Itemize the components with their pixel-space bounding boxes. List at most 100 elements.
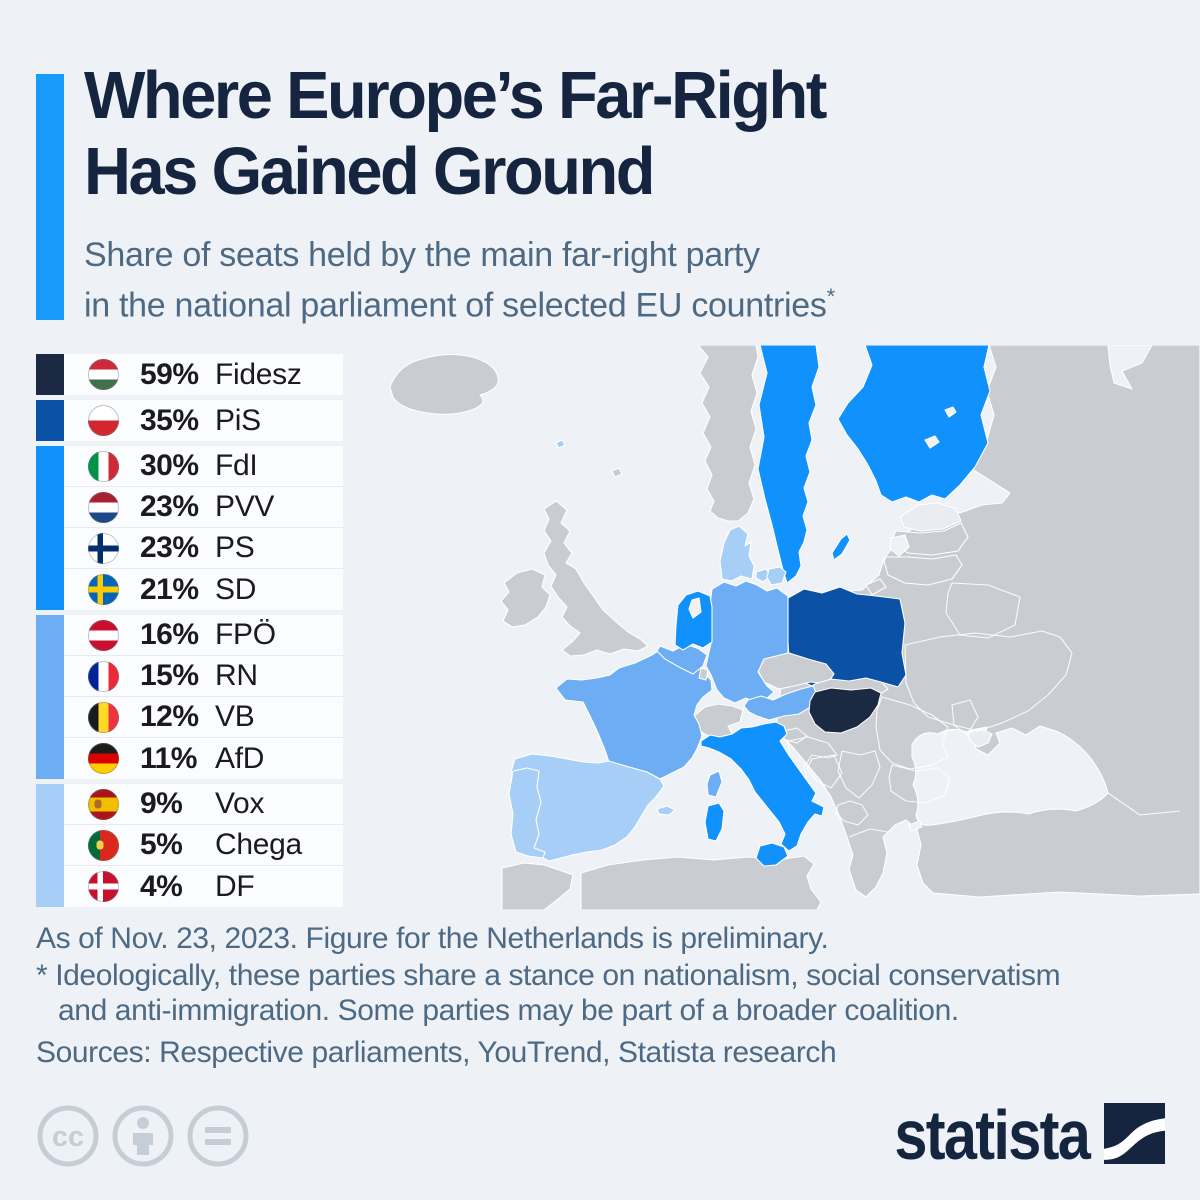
legend-party-name: SD — [215, 572, 257, 606]
tier-color-swatch — [36, 784, 64, 825]
white-sea — [1107, 345, 1153, 390]
tier-color-swatch — [36, 866, 64, 907]
cc-icon: cc — [37, 1105, 99, 1167]
border-bulgaria — [888, 764, 951, 804]
belgium-flag-icon — [88, 701, 119, 733]
black-sea — [911, 725, 1109, 826]
statista-wordmark: statista — [894, 1096, 1090, 1174]
legend-percent: 59% — [140, 357, 199, 391]
france-flag-icon — [88, 660, 119, 692]
legend-percent: 4% — [140, 869, 183, 903]
border-serbia — [837, 750, 881, 799]
legend-percent: 23% — [140, 490, 199, 523]
border-romania — [875, 696, 949, 770]
legend-list: 59% Fidesz 35% PiS 30% FdI 23% PVV 23% PS 21% SD 16%… — [36, 354, 343, 907]
map-region-eastern-europe-balkans-turkey — [775, 345, 1200, 898]
sources-line: Sources: Respective parliaments, YouTren… — [36, 1036, 837, 1069]
austria-flag-icon — [88, 619, 119, 651]
legend-row-hungary: 59% Fidesz — [36, 354, 343, 395]
page-title: Where Europe’s Far-Right Has Gained Groun… — [84, 58, 827, 210]
map-country-lithuania — [883, 554, 963, 586]
bosphorus-strait — [908, 820, 923, 832]
map-country-morocco — [501, 862, 574, 910]
europe-map — [360, 345, 1200, 910]
legend-party-name: Vox — [215, 787, 265, 820]
legend-percent: 5% — [140, 828, 183, 861]
map-island-sicily — [755, 842, 789, 867]
legend-percent: 9% — [140, 787, 183, 820]
legend-row-poland: 35% PiS — [36, 400, 343, 441]
tier-color-swatch — [36, 738, 64, 779]
italy-flag-icon — [88, 450, 119, 482]
legend-party-name: PVV — [215, 490, 275, 523]
shetland-islands — [611, 467, 623, 478]
legend-row-content: 35% PiS — [64, 400, 343, 441]
map-country-portugal — [508, 767, 546, 859]
border-north-macedonia — [835, 800, 869, 826]
map-island-gotland — [831, 533, 851, 561]
legend-percent: 35% — [140, 403, 199, 437]
map-island-zealand — [766, 566, 787, 586]
footnote-as-of: As of Nov. 23, 2023. Figure for the Neth… — [36, 922, 829, 955]
legend-row-france: 15% RN — [36, 656, 343, 697]
title-line-1: Where Europe’s Far-Right — [84, 58, 827, 133]
portugal-flag-icon — [88, 829, 119, 861]
map-country-sweden — [757, 345, 820, 584]
tier-color-swatch — [36, 354, 64, 395]
faroe-islands — [555, 439, 566, 449]
finland-lake-2 — [944, 406, 957, 418]
legend-row-content: 16% FPÖ — [64, 615, 343, 656]
legend-row-content: 23% PVV — [64, 487, 343, 528]
border-caucasus — [1107, 792, 1181, 816]
footnote-mark: * — [826, 284, 836, 309]
map-island-sardinia — [704, 802, 725, 842]
legend-party-name: DF — [215, 869, 255, 903]
legend-party-name: AfD — [215, 741, 265, 775]
legend-party-name: RN — [215, 659, 258, 692]
map-country-finland — [837, 345, 991, 503]
tier-color-swatch — [36, 528, 64, 569]
legend-row-finland: 23% PS — [36, 528, 343, 569]
legend-party-name: Chega — [215, 828, 302, 861]
map-island-funen — [755, 568, 772, 583]
legend-party-name: PiS — [215, 403, 261, 437]
legend-row-content: 23% PS — [64, 528, 343, 569]
legend-row-germany: 11% AfD — [36, 738, 343, 779]
map-country-netherlands — [674, 590, 713, 651]
tier-color-swatch — [36, 400, 64, 441]
border-moldova — [951, 699, 979, 736]
title-line-2: Has Gained Ground — [84, 134, 655, 209]
denmark-flag-icon — [88, 871, 119, 902]
footnote-ideology-line-1: * Ideologically, these parties share a s… — [36, 959, 1061, 992]
hungary-flag-icon — [88, 359, 119, 390]
legend-row-denmark: 4% DF — [36, 866, 343, 907]
tier-color-swatch — [36, 697, 64, 738]
title-accent-bar — [36, 74, 64, 320]
netherlands-flag-icon — [88, 491, 119, 523]
legend-row-italy: 30% FdI — [36, 446, 343, 487]
legend-party-name: VB — [215, 700, 255, 733]
border-greece — [848, 828, 889, 838]
map-country-hungary — [808, 687, 882, 734]
map-country-iceland — [389, 353, 499, 415]
map-country-italy — [700, 721, 825, 852]
border-bosnia — [806, 754, 843, 789]
tier-color-swatch — [36, 569, 64, 610]
legend-row-content: 4% DF — [64, 866, 343, 907]
tier-color-swatch — [36, 487, 64, 528]
map-country-luxembourg — [698, 667, 709, 681]
legend-row-content: 15% RN — [64, 656, 343, 697]
subtitle-line-1: Share of seats held by the main far-righ… — [84, 236, 760, 274]
map-region-crimea — [967, 728, 993, 748]
map-country-switzerland — [693, 703, 744, 738]
legend-row-portugal: 5% Chega — [36, 825, 343, 866]
legend-row-content: 30% FdI — [64, 446, 343, 487]
legend-row-spain: 9% Vox — [36, 784, 343, 825]
legend-percent: 23% — [140, 531, 199, 564]
cc-by-attribution-icon — [112, 1105, 174, 1167]
legend-percent: 30% — [140, 449, 199, 482]
legend-row-sweden: 21% SD — [36, 569, 343, 610]
legend-row-netherlands: 23% PVV — [36, 487, 343, 528]
finland-flag-icon — [88, 532, 119, 564]
legend-row-content: 59% Fidesz — [64, 354, 343, 395]
